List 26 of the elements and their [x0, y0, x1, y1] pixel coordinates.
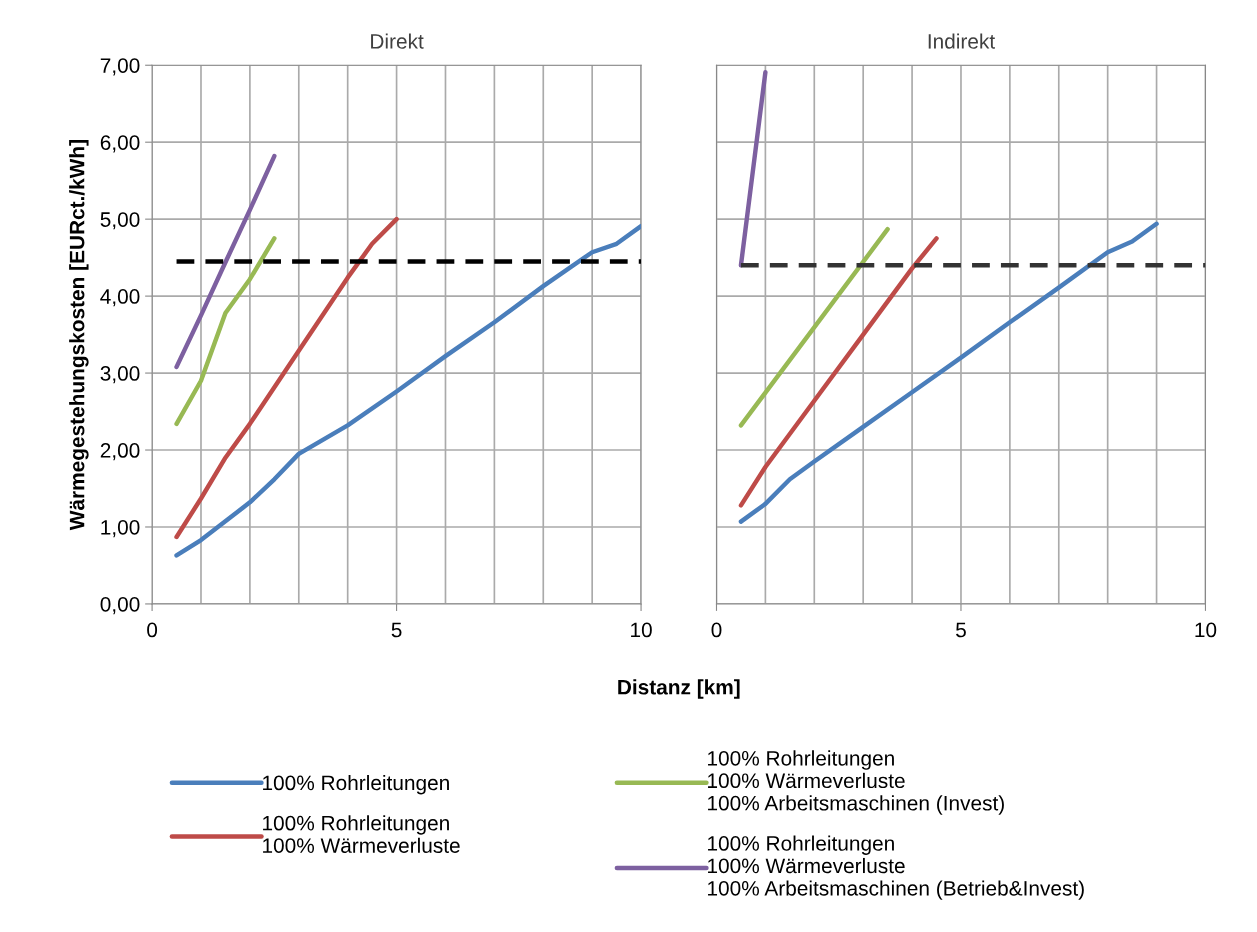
- y-tick-label: 6,00: [100, 135, 140, 153]
- x-tick-label: 0: [711, 622, 722, 638]
- line-series: [174, 216, 399, 540]
- line-series: [174, 153, 277, 370]
- y-tick-label: 1,00: [101, 519, 140, 538]
- y-tick-label: 4,00: [100, 289, 140, 307]
- chart-title: Direkt: [371, 33, 424, 49]
- line-series: [174, 236, 277, 427]
- line-series: [174, 223, 642, 558]
- legend-label: 100% Rohrleitungen: [263, 774, 449, 795]
- x-tick-label: 10: [1195, 622, 1217, 638]
- chart-title: Indirekt: [928, 33, 995, 49]
- legend-label: 100% Rohrleitungen 100% Wärmeverluste 100% Arbeitsmaschinen (Betrieb&Invest): [708, 835, 1084, 900]
- x-tick-label: 0: [147, 622, 158, 638]
- legend-label: 100% Rohrleitungen 100% Wärmeverluste 100% Arbeitsmaschinen (Invest): [708, 750, 1004, 815]
- x-tick-label: 5: [391, 622, 402, 638]
- y-axis-title: Wärmegestehungskosten [EURct./kWh]: [69, 140, 89, 531]
- y-tick-label: 5,00: [100, 212, 140, 230]
- y-tick-label: 3,00: [100, 366, 140, 384]
- x-tick-label: 10: [631, 622, 652, 638]
- x-axis-title: Distanz [km]: [618, 679, 740, 699]
- y-tick-label: 0,00: [100, 596, 140, 615]
- legend-label: 100% Rohrleitungen 100% Wärmeverluste: [263, 815, 460, 853]
- y-tick-label: 2,00: [100, 443, 140, 461]
- x-tick-label: 5: [956, 622, 966, 638]
- y-tick-label: 7,00: [100, 58, 140, 76]
